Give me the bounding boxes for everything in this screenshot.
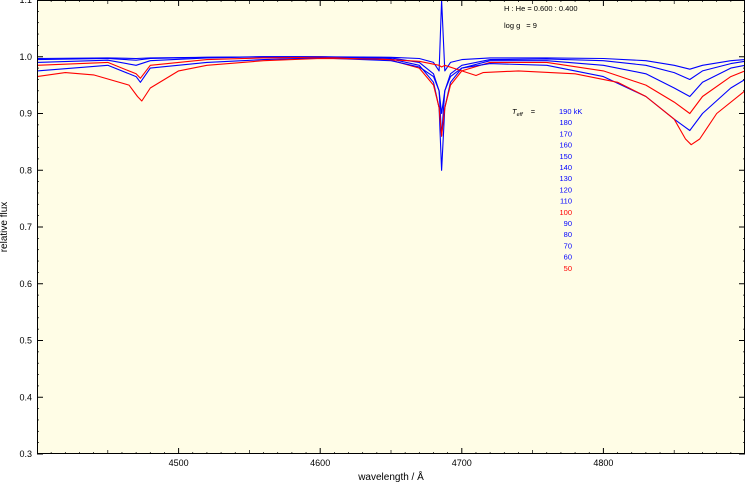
x-tick-label: 4600 (310, 458, 330, 468)
legend-entry: 130 (559, 174, 572, 183)
series-layer (37, 0, 745, 171)
y-tick-label: 0.6 (19, 279, 32, 289)
y-tick-label: 0.8 (19, 165, 32, 175)
y-tick-label: 0.4 (19, 392, 32, 402)
series-line-130 (37, 56, 745, 171)
legend: 190 kK 180 170 160 150 140 130 120 110 100 90 80 70 6… (559, 107, 582, 273)
legend-entry: 160 (559, 141, 572, 150)
legend-entry: 90 (564, 219, 572, 228)
legend-entry: 180 (559, 118, 572, 127)
legend-entry: 120 (559, 185, 572, 194)
y-tick-label: 0.9 (19, 109, 32, 119)
legend-entry: 110 (560, 197, 572, 206)
plot-area (37, 0, 745, 454)
composition-annotation: H : He = 0.600 : 0.400 (504, 4, 578, 13)
legend-entry: 140 (559, 163, 572, 172)
legend-entry: 50 (564, 264, 572, 273)
legend-entry: 70 (564, 241, 572, 250)
y-tick-label: 1.1 (19, 0, 32, 5)
teff-equals: = (531, 107, 536, 116)
gravity-value: = 9 (526, 21, 537, 30)
gravity-label: log g (504, 21, 520, 30)
y-tick-label: 0.3 (19, 449, 32, 459)
legend-entry: 190 kK (559, 107, 582, 116)
gravity-annotation: log g = 9 (504, 21, 537, 30)
y-tick-label: 0.7 (19, 222, 32, 232)
x-tick-label: 4700 (452, 458, 472, 468)
x-tick-label: 4800 (593, 458, 613, 468)
teff-label: Teff = (512, 107, 536, 118)
legend-entry: 80 (564, 230, 572, 239)
series-line-50 (37, 57, 745, 146)
legend-entry: 150 (559, 152, 572, 161)
y-tick-label: 0.5 (19, 336, 32, 346)
y-tick-label: 1.0 (19, 52, 32, 62)
series-line-100 (37, 56, 745, 137)
y-axis-label: relative flux (0, 202, 10, 253)
x-axis-label: wavelength / Å (357, 470, 424, 483)
series-line-160 (37, 56, 745, 137)
teff-symbol: T (512, 107, 518, 116)
x-tick-label: 4500 (169, 458, 189, 468)
legend-entry: 170 (559, 129, 572, 138)
ticks-layer: 4500 4600 4700 4800 0.3 0.4 0.5 0.6 0.7 0.8 0.9 1.0… (19, 0, 745, 468)
legend-entry: 60 (564, 253, 572, 262)
legend-entry: 100 (559, 208, 572, 217)
teff-subscript: eff (517, 112, 524, 118)
